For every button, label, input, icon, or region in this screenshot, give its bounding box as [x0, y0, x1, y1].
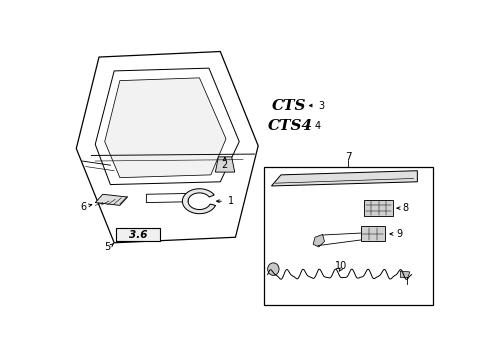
- Text: 5: 5: [104, 242, 110, 252]
- Bar: [364, 200, 392, 216]
- Polygon shape: [104, 78, 225, 177]
- Polygon shape: [271, 171, 416, 186]
- Polygon shape: [182, 189, 215, 214]
- Text: 4: 4: [314, 121, 320, 131]
- Text: 2: 2: [221, 159, 227, 170]
- Text: CTS: CTS: [271, 99, 305, 113]
- Text: CTS4: CTS4: [267, 120, 312, 133]
- Text: 3.6: 3.6: [128, 230, 147, 240]
- Text: 3: 3: [318, 100, 324, 111]
- Polygon shape: [95, 194, 127, 205]
- Polygon shape: [215, 157, 234, 172]
- Text: 9: 9: [395, 229, 402, 239]
- Polygon shape: [400, 271, 409, 278]
- Polygon shape: [312, 234, 324, 247]
- Text: 1: 1: [227, 196, 233, 206]
- Text: 7: 7: [344, 152, 351, 162]
- Ellipse shape: [267, 263, 279, 275]
- Text: 10: 10: [334, 261, 346, 271]
- Bar: [360, 226, 385, 242]
- Text: 8: 8: [401, 203, 407, 213]
- Bar: [264, 167, 432, 305]
- Bar: [116, 228, 159, 242]
- Text: 6: 6: [81, 202, 87, 212]
